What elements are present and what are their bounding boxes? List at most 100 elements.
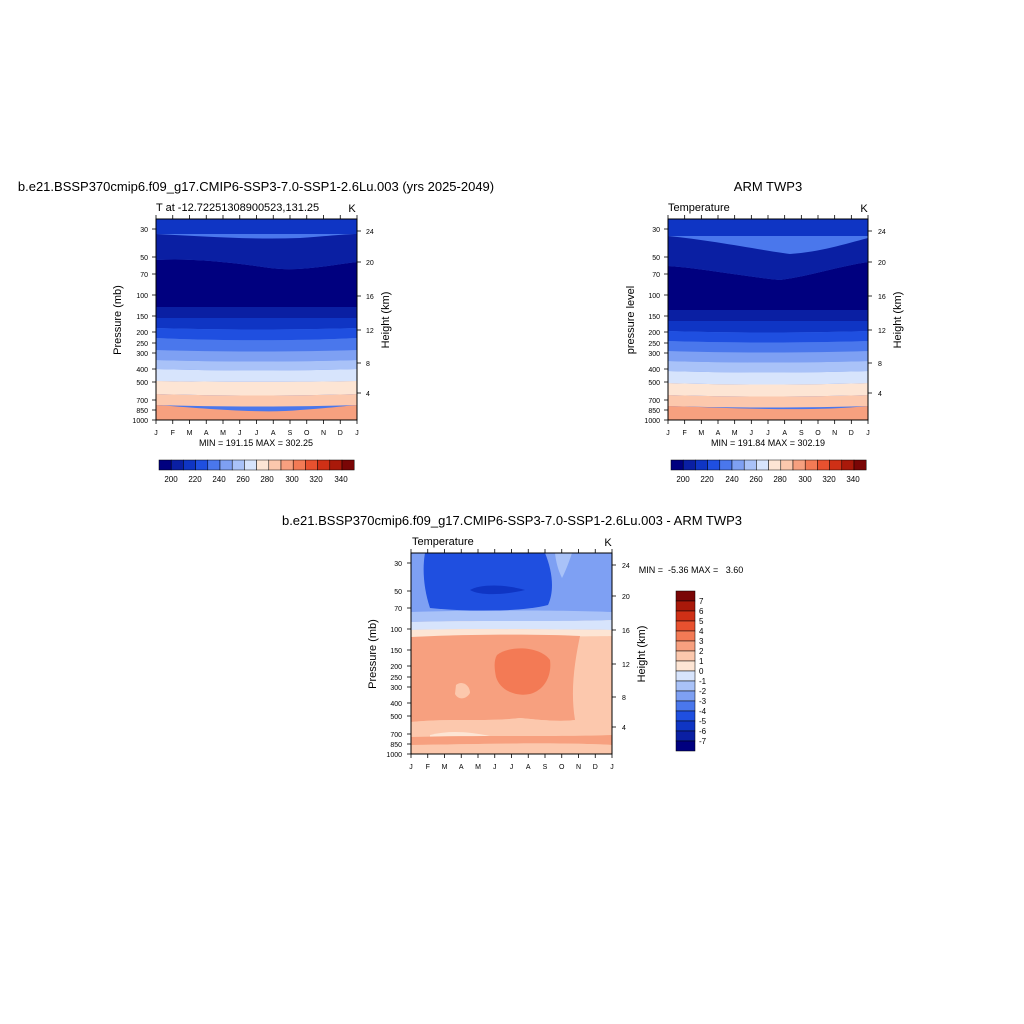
y-tick-label: 850 [390, 742, 402, 749]
colorbar-label: 240 [212, 475, 226, 484]
colorbar-swatch [695, 459, 708, 471]
y-tick-label: 250 [390, 675, 402, 682]
y-right-tick-label: 20 [878, 260, 886, 267]
y-right-tick-label: 4 [878, 391, 882, 398]
panel-diff-units: K [604, 537, 612, 549]
x-tick-label: O [559, 764, 565, 771]
y-tick-label: 250 [136, 341, 148, 348]
colorbar-swatch [853, 459, 867, 471]
colorbar-swatch [743, 459, 757, 471]
colorbar-label: -7 [699, 737, 707, 746]
y-tick-label: 200 [136, 330, 148, 337]
y-right-tick-label: 4 [622, 725, 626, 732]
panel-diff-plot-area [410, 552, 613, 755]
colorbar-swatch [268, 459, 282, 471]
x-tick-label: S [799, 430, 804, 437]
panel-diff: b.e21.BSSP370cmip6.f09_g17.CMIP6-SSP3-7.… [282, 513, 743, 771]
panel-obs-left-label: Temperature [668, 202, 730, 214]
y-tick-label: 300 [136, 351, 148, 358]
x-tick-label: S [288, 430, 293, 437]
panel-diff-stats: MIN = -5.36 MAX = 3.60 [639, 565, 744, 575]
colorbar-swatch [780, 459, 794, 471]
panel-model-stats: MIN = 191.15 MAX = 302.25 [199, 438, 313, 448]
colorbar-label: 320 [822, 475, 836, 484]
colorbar-swatch [195, 459, 209, 471]
panel-model-ylabel-right: Height (km) [380, 292, 392, 349]
colorbar-swatch [707, 459, 721, 471]
y-tick-label: 200 [390, 664, 402, 671]
y-tick-label: 500 [390, 714, 402, 721]
colorbar-swatch [231, 459, 245, 471]
colorbar-swatch [183, 459, 196, 471]
colorbar-label: -2 [699, 687, 707, 696]
x-tick-label: N [576, 764, 581, 771]
panel-model-left-label: T at -12.72251308900523,131.25 [156, 202, 319, 214]
panel-model-right-axis: 24 20 16 12 8 4 [366, 229, 374, 398]
colorbar-label: 0 [699, 667, 704, 676]
colorbar-swatch [675, 600, 696, 612]
colorbar-swatch [675, 690, 696, 702]
colorbar-label: 5 [699, 617, 704, 626]
colorbar-swatch [829, 459, 843, 471]
panel-diff-x-axis: J F M A M J J A S O N D J [409, 764, 614, 771]
y-tick-label: 700 [390, 732, 402, 739]
colorbar-label: -1 [699, 677, 707, 686]
panel-obs-title: ARM TWP3 [734, 179, 802, 194]
x-tick-label: S [543, 764, 548, 771]
colorbar-swatch [170, 459, 184, 471]
x-tick-label: J [154, 430, 158, 437]
colorbar-swatch [158, 459, 172, 471]
colorbar-label: 4 [699, 627, 704, 636]
colorbar-swatch [256, 459, 270, 471]
x-tick-label: M [442, 764, 448, 771]
y-tick-label: 30 [652, 227, 660, 234]
y-tick-label: 850 [648, 408, 660, 415]
y-right-tick-label: 12 [366, 328, 374, 335]
x-tick-label: J [510, 764, 514, 771]
colorbar-swatch [841, 459, 855, 471]
colorbar-label: -3 [699, 697, 707, 706]
colorbar-swatch [792, 459, 806, 471]
x-tick-label: M [698, 430, 704, 437]
x-tick-label: D [338, 430, 343, 437]
colorbar-label: 240 [725, 475, 739, 484]
colorbar-label: -4 [699, 707, 707, 716]
y-tick-label: 150 [390, 648, 402, 655]
x-tick-label: J [750, 430, 754, 437]
colorbar-label: -5 [699, 717, 707, 726]
x-tick-label: M [220, 430, 226, 437]
panel-model-title: b.e21.BSSP370cmip6.f09_g17.CMIP6-SSP3-7.… [18, 179, 494, 194]
panel-diff-left-axis: 30 50 70 100 150 200 250 300 400 500 700… [386, 561, 402, 759]
panel-diff-colorbar-labels: 7 6 5 4 3 2 1 0 -1 -2 -3 -4 -5 -6 -7 [699, 597, 707, 746]
x-tick-label: D [849, 430, 854, 437]
y-tick-label: 30 [394, 561, 402, 568]
x-tick-label: M [475, 764, 481, 771]
x-tick-label: J [409, 764, 413, 771]
x-tick-label: O [815, 430, 821, 437]
colorbar-label: 3 [699, 637, 704, 646]
panel-obs-ylabel: pressure level [625, 286, 637, 354]
colorbar-swatch [675, 670, 696, 682]
y-tick-label: 400 [390, 701, 402, 708]
colorbar-label: 1 [699, 657, 704, 666]
panel-diff-title: b.e21.BSSP370cmip6.f09_g17.CMIP6-SSP3-7.… [282, 513, 742, 528]
y-tick-label: 500 [648, 380, 660, 387]
colorbar-swatch [817, 459, 830, 471]
colorbar-swatch [675, 660, 696, 672]
panel-diff-right-axis: 24 20 16 12 8 4 [622, 563, 630, 732]
x-tick-label: O [304, 430, 310, 437]
colorbar-swatch [675, 590, 696, 602]
x-tick-label: A [526, 764, 531, 771]
y-tick-label: 100 [136, 293, 148, 300]
colorbar-label: 340 [334, 475, 348, 484]
x-tick-label: A [459, 764, 464, 771]
colorbar-label: 320 [309, 475, 323, 484]
y-tick-label: 30 [140, 227, 148, 234]
y-right-tick-label: 16 [622, 628, 630, 635]
colorbar-swatch [675, 740, 696, 752]
y-right-tick-label: 20 [366, 260, 374, 267]
panel-diff-left-label: Temperature [412, 536, 474, 548]
colorbar-label: 340 [846, 475, 860, 484]
colorbar-swatch [219, 459, 233, 471]
colorbar-label: 220 [188, 475, 202, 484]
